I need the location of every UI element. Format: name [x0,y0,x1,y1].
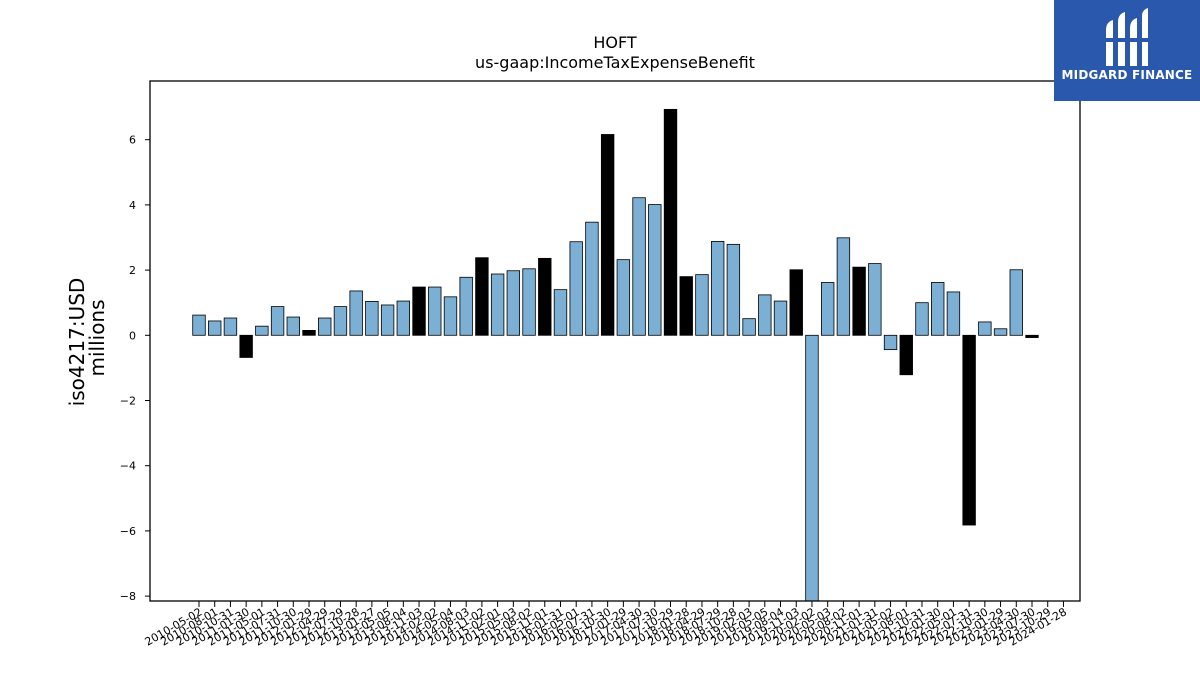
bar [255,325,269,336]
logo-mark-icon [1106,8,1148,66]
bar [899,334,913,376]
bar [333,306,348,336]
y-tick-label: −8 [120,590,136,603]
chart-title: HOFT [593,33,637,52]
bar [286,316,300,336]
bar [915,302,929,336]
y-tick-label: −2 [120,394,136,407]
bar [270,306,285,336]
y-tick-label: 6 [129,134,136,147]
bar [553,289,568,336]
bar [695,274,709,336]
bar [726,243,741,336]
bar [805,334,819,602]
bar [978,321,992,336]
y-tick-label: 0 [129,329,136,342]
plot-frame [149,80,1081,602]
bar [396,300,411,336]
bar [679,276,693,336]
bar [710,241,725,336]
bar [569,241,583,336]
bar [648,204,662,336]
bar [852,266,866,336]
logo-text: MIDGARD FINANCE [1061,68,1193,82]
bar [302,330,316,336]
y-tick-label: −4 [120,460,136,473]
bar [490,273,505,336]
bar [868,263,882,336]
bar [836,237,851,336]
bar [789,269,803,336]
bar [663,108,678,336]
bar [931,282,945,336]
bar [883,334,898,351]
bar [538,257,552,336]
bars-group [192,108,1039,602]
y-tick-label: 2 [129,264,136,277]
y-axis: −8 −6 −4 −2 0 2 4 6 [120,134,150,603]
bar [1009,269,1023,336]
midgard-finance-logo: MIDGARD FINANCE [1054,0,1200,101]
bar [192,314,206,336]
bar [506,270,521,336]
bar [585,221,599,336]
y-tick-label: 4 [129,199,136,212]
y-axis-label-unit: iso4217:USD [65,278,89,407]
bar [946,291,961,336]
y-tick-label: −6 [120,525,136,538]
bar [632,197,646,336]
bar [758,294,772,336]
bar [443,296,458,336]
bar [208,320,222,336]
x-axis: 2010-05-022010-08-012010-10-312011-01-30… [143,601,1069,649]
bar [412,286,426,336]
bar [616,259,631,336]
bar [380,304,395,336]
bar [820,282,835,336]
bar [773,300,788,336]
bar [993,328,1008,336]
bar [742,318,756,336]
bar [962,334,976,526]
bar [475,257,489,336]
bar [223,317,238,336]
bar [522,268,536,336]
bar [239,334,253,358]
bar [318,317,332,336]
bar [349,290,363,336]
bar [459,276,473,336]
y-axis-label-scale: millions [85,299,109,376]
bar [1025,334,1039,338]
bar [365,300,379,336]
chart-subtitle: us-gaap:IncomeTaxExpenseBenefit [475,53,755,72]
bar [428,286,442,336]
bar [600,134,615,336]
